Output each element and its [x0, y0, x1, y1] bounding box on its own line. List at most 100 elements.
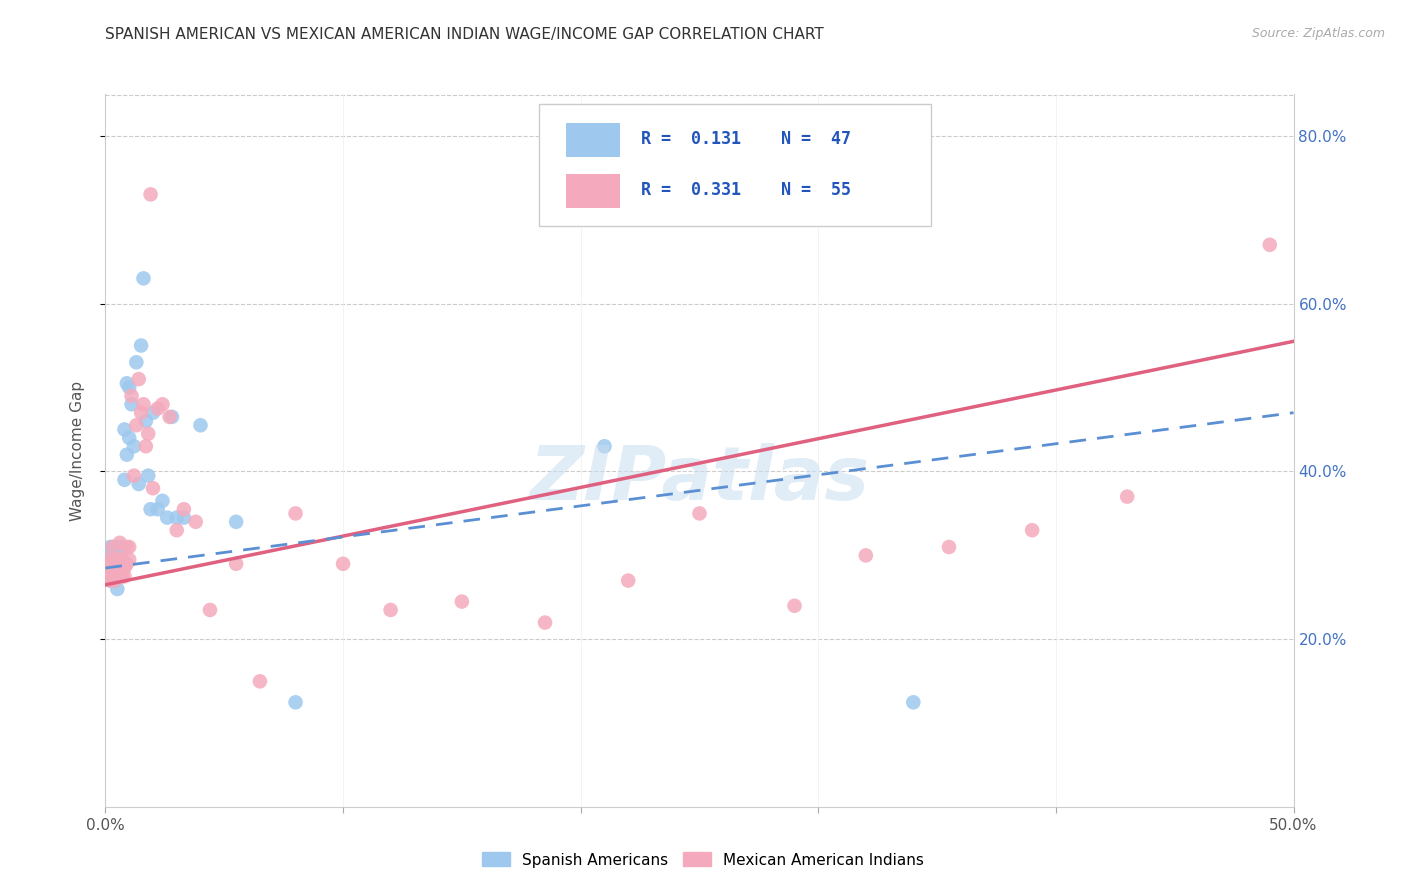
- Point: [139, 187, 162, 202]
- Point: [115, 557, 138, 571]
- Point: [108, 536, 131, 550]
- Point: [190, 418, 212, 433]
- Point: [114, 473, 136, 487]
- Point: [98, 574, 121, 588]
- Point: [98, 574, 121, 588]
- Point: [146, 502, 169, 516]
- Point: [97, 569, 120, 583]
- Point: [104, 569, 127, 583]
- Point: [534, 615, 557, 630]
- Point: [111, 569, 134, 583]
- Point: [118, 380, 141, 394]
- Point: [111, 540, 134, 554]
- Point: [105, 552, 128, 566]
- Point: [1116, 490, 1139, 504]
- Point: [617, 574, 640, 588]
- Point: [105, 552, 128, 566]
- Point: [98, 540, 121, 554]
- Point: [198, 603, 221, 617]
- Point: [105, 582, 128, 596]
- Point: [114, 561, 136, 575]
- Point: [380, 603, 402, 617]
- Point: [115, 448, 138, 462]
- Point: [903, 695, 925, 709]
- Point: [97, 552, 120, 566]
- Point: [121, 389, 143, 403]
- Bar: [567, 174, 620, 209]
- Y-axis label: Wage/Income Gap: Wage/Income Gap: [70, 380, 84, 521]
- Point: [101, 540, 124, 554]
- Point: [108, 549, 131, 563]
- Bar: [567, 123, 620, 157]
- Text: Source: ZipAtlas.com: Source: ZipAtlas.com: [1251, 27, 1385, 40]
- Point: [114, 422, 136, 436]
- Point: [689, 507, 711, 521]
- Point: [101, 552, 124, 566]
- Point: [146, 401, 169, 416]
- Point: [118, 552, 141, 566]
- Point: [105, 561, 128, 575]
- Point: [98, 557, 121, 571]
- Point: [166, 523, 188, 537]
- Point: [115, 540, 138, 554]
- Point: [225, 515, 247, 529]
- Point: [129, 406, 152, 420]
- Point: [118, 431, 141, 445]
- Point: [132, 397, 155, 411]
- Point: [97, 565, 120, 579]
- Point: [159, 409, 181, 424]
- Point: [152, 493, 174, 508]
- Point: [249, 674, 271, 689]
- Point: [122, 468, 145, 483]
- Point: [1021, 523, 1043, 537]
- Point: [166, 510, 188, 524]
- Point: [156, 510, 179, 524]
- Point: [139, 502, 162, 516]
- Point: [101, 557, 124, 571]
- Point: [173, 510, 195, 524]
- Point: [104, 561, 127, 575]
- Point: [160, 409, 183, 424]
- Point: [108, 561, 131, 575]
- Point: [142, 406, 165, 420]
- Text: SPANISH AMERICAN VS MEXICAN AMERICAN INDIAN WAGE/INCOME GAP CORRELATION CHART: SPANISH AMERICAN VS MEXICAN AMERICAN IND…: [105, 27, 824, 42]
- Point: [128, 477, 150, 491]
- Point: [332, 557, 354, 571]
- Point: [855, 549, 877, 563]
- Point: [104, 557, 127, 571]
- Point: [98, 557, 121, 571]
- Point: [118, 540, 141, 554]
- Point: [101, 565, 124, 579]
- Point: [136, 468, 159, 483]
- Point: [284, 507, 307, 521]
- Point: [450, 594, 472, 608]
- Point: [125, 355, 148, 369]
- Point: [783, 599, 806, 613]
- Point: [173, 502, 195, 516]
- Point: [938, 540, 960, 554]
- Point: [121, 397, 143, 411]
- Point: [136, 426, 159, 441]
- Point: [111, 552, 134, 566]
- Point: [108, 565, 131, 579]
- Point: [593, 439, 616, 453]
- Point: [101, 540, 124, 554]
- Point: [111, 552, 134, 566]
- Point: [132, 271, 155, 285]
- Point: [101, 569, 124, 583]
- Point: [115, 376, 138, 391]
- Point: [135, 414, 157, 428]
- Point: [1258, 237, 1281, 252]
- Point: [284, 695, 307, 709]
- Text: ZIPatlas: ZIPatlas: [530, 442, 869, 516]
- Point: [105, 565, 128, 579]
- Point: [142, 481, 165, 495]
- Point: [104, 552, 127, 566]
- Point: [104, 544, 127, 558]
- Point: [114, 569, 136, 583]
- Point: [108, 552, 131, 566]
- Point: [135, 439, 157, 453]
- Point: [128, 372, 150, 386]
- Point: [108, 569, 131, 583]
- Point: [184, 515, 207, 529]
